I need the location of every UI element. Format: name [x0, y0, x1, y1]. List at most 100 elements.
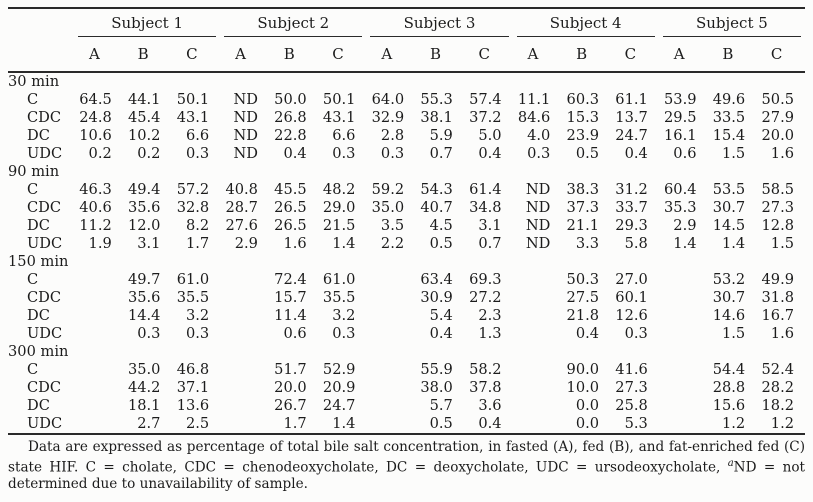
- time-group-label: 300 min: [8, 343, 69, 360]
- value-cell: 69.3: [469, 271, 502, 288]
- value-cell: ND: [525, 181, 551, 198]
- time-group-label: 30 min: [8, 73, 60, 90]
- value-cell: 63.4: [420, 271, 453, 288]
- value-cell: ND: [233, 109, 258, 126]
- value-cell: 5.9: [429, 127, 453, 144]
- value-cell: [659, 325, 708, 343]
- footnote-text-1: Data are expressed as percentage of tota…: [8, 439, 805, 476]
- value-cell: [659, 397, 708, 415]
- value-cell: 45.4: [127, 109, 161, 126]
- value-cell: [512, 415, 562, 435]
- value-cell: 0.3: [137, 325, 161, 342]
- value-cell: 28.2: [761, 379, 795, 396]
- value-cell: 12.0: [127, 217, 161, 234]
- value-cell: 35.0: [371, 199, 405, 216]
- value-cell: 3.2: [332, 307, 356, 324]
- value-cell: 53.5: [712, 181, 746, 198]
- value-cell: 0.3: [624, 325, 648, 342]
- table-row: CDC 24.8 45.4 43.1 ND 26.8 43.1 32.9 38.1 37.2 84.…: [8, 109, 805, 127]
- table-row: CDC 40.6 35.6 32.8 28.7 26.5 29.0 35.0 40.7 34.8 N…: [8, 199, 805, 217]
- value-cell: 20.0: [274, 379, 307, 396]
- state-col-header-s5-b: B: [707, 37, 757, 73]
- value-cell: 1.4: [722, 235, 746, 252]
- value-cell: 3.1: [137, 235, 161, 252]
- value-cell: 0.6: [673, 145, 697, 162]
- value-cell: [366, 271, 415, 289]
- value-cell: 3.3: [575, 235, 600, 252]
- value-cell: [659, 289, 708, 307]
- table-footnote: Data are expressed as percentage of tota…: [8, 439, 805, 492]
- value-cell: [366, 361, 415, 379]
- value-cell: [513, 289, 562, 307]
- value-cell: 35.6: [127, 289, 161, 306]
- value-cell: [513, 325, 562, 343]
- bile-salt-row-label: CDC: [27, 199, 62, 216]
- value-cell: [513, 271, 562, 289]
- value-cell: 50.1: [176, 91, 210, 108]
- value-cell: [659, 307, 708, 325]
- value-cell: 44.2: [127, 379, 161, 396]
- value-cell: 59.2: [371, 181, 405, 198]
- table-row: UDC 0.3 0.3 0.6 0.3 0.4 1.3 0.4 0.3 1.5 1.6: [8, 325, 805, 343]
- value-cell: 3.1: [478, 217, 502, 234]
- value-cell: 1.6: [283, 235, 307, 252]
- value-cell: 52.4: [761, 361, 795, 378]
- value-cell: [366, 415, 416, 435]
- value-cell: 3.5: [380, 217, 405, 234]
- state-col-header-s4-b: B: [561, 37, 611, 73]
- value-cell: [74, 361, 123, 379]
- value-cell: 1.4: [317, 415, 367, 435]
- subject-header-3: Subject 3: [366, 8, 512, 37]
- value-cell: 49.9: [761, 271, 795, 288]
- value-cell: 28.8: [712, 379, 746, 396]
- footnote-superscript-a: a: [727, 457, 734, 469]
- value-cell: 60.3: [566, 91, 600, 108]
- value-cell: 40.7: [420, 199, 453, 216]
- value-cell: 45.5: [274, 181, 307, 198]
- value-cell: 12.8: [761, 217, 795, 234]
- value-cell: 48.2: [322, 181, 356, 198]
- value-cell: ND: [233, 145, 258, 162]
- value-cell: 57.4: [469, 91, 502, 108]
- value-cell: 37.8: [469, 379, 502, 396]
- value-cell: 4.5: [429, 217, 453, 234]
- state-col-header-s4-c: C: [610, 37, 659, 73]
- value-cell: 4.0: [527, 127, 551, 144]
- subject-label: Subject 5: [662, 13, 801, 37]
- value-cell: [220, 361, 269, 379]
- value-cell: [74, 289, 123, 307]
- bile-salt-row-label: C: [27, 271, 39, 288]
- value-cell: 58.5: [761, 181, 795, 198]
- bile-salt-row-label: DC: [27, 127, 50, 144]
- value-cell: [513, 307, 562, 325]
- value-cell: 27.2: [469, 289, 502, 306]
- value-cell: 18.1: [127, 397, 161, 414]
- value-cell: 84.6: [517, 109, 551, 126]
- value-cell: 1.3: [478, 325, 502, 342]
- value-cell: 14.5: [712, 217, 746, 234]
- value-cell: 16.1: [664, 127, 697, 144]
- value-cell: 14.4: [127, 307, 161, 324]
- value-cell: 0.0: [575, 397, 600, 414]
- value-cell: 38.1: [420, 109, 453, 126]
- value-cell: 0.5: [415, 415, 464, 435]
- value-cell: 0.3: [186, 325, 210, 342]
- value-cell: 29.0: [322, 199, 356, 216]
- value-cell: [74, 271, 123, 289]
- value-cell: 22.8: [274, 127, 307, 144]
- value-cell: 61.1: [615, 91, 648, 108]
- value-cell: 60.1: [615, 289, 648, 306]
- subject-header-4: Subject 4: [513, 8, 659, 37]
- table-header: Subject 1 Subject 2 Subject 3 Subject 4 Subj…: [8, 8, 805, 73]
- value-cell: [220, 289, 269, 307]
- bile-salt-row-label: DC: [27, 217, 50, 234]
- value-cell: 11.2: [79, 217, 112, 234]
- value-cell: 1.6: [770, 325, 794, 342]
- value-cell: 1.2: [756, 415, 805, 435]
- state-col-header-s1-a: A: [74, 37, 123, 73]
- value-cell: 0.0: [561, 415, 611, 435]
- value-cell: 0.3: [380, 145, 405, 162]
- value-cell: 29.3: [615, 217, 648, 234]
- value-cell: 54.4: [712, 361, 746, 378]
- value-cell: 37.2: [469, 109, 502, 126]
